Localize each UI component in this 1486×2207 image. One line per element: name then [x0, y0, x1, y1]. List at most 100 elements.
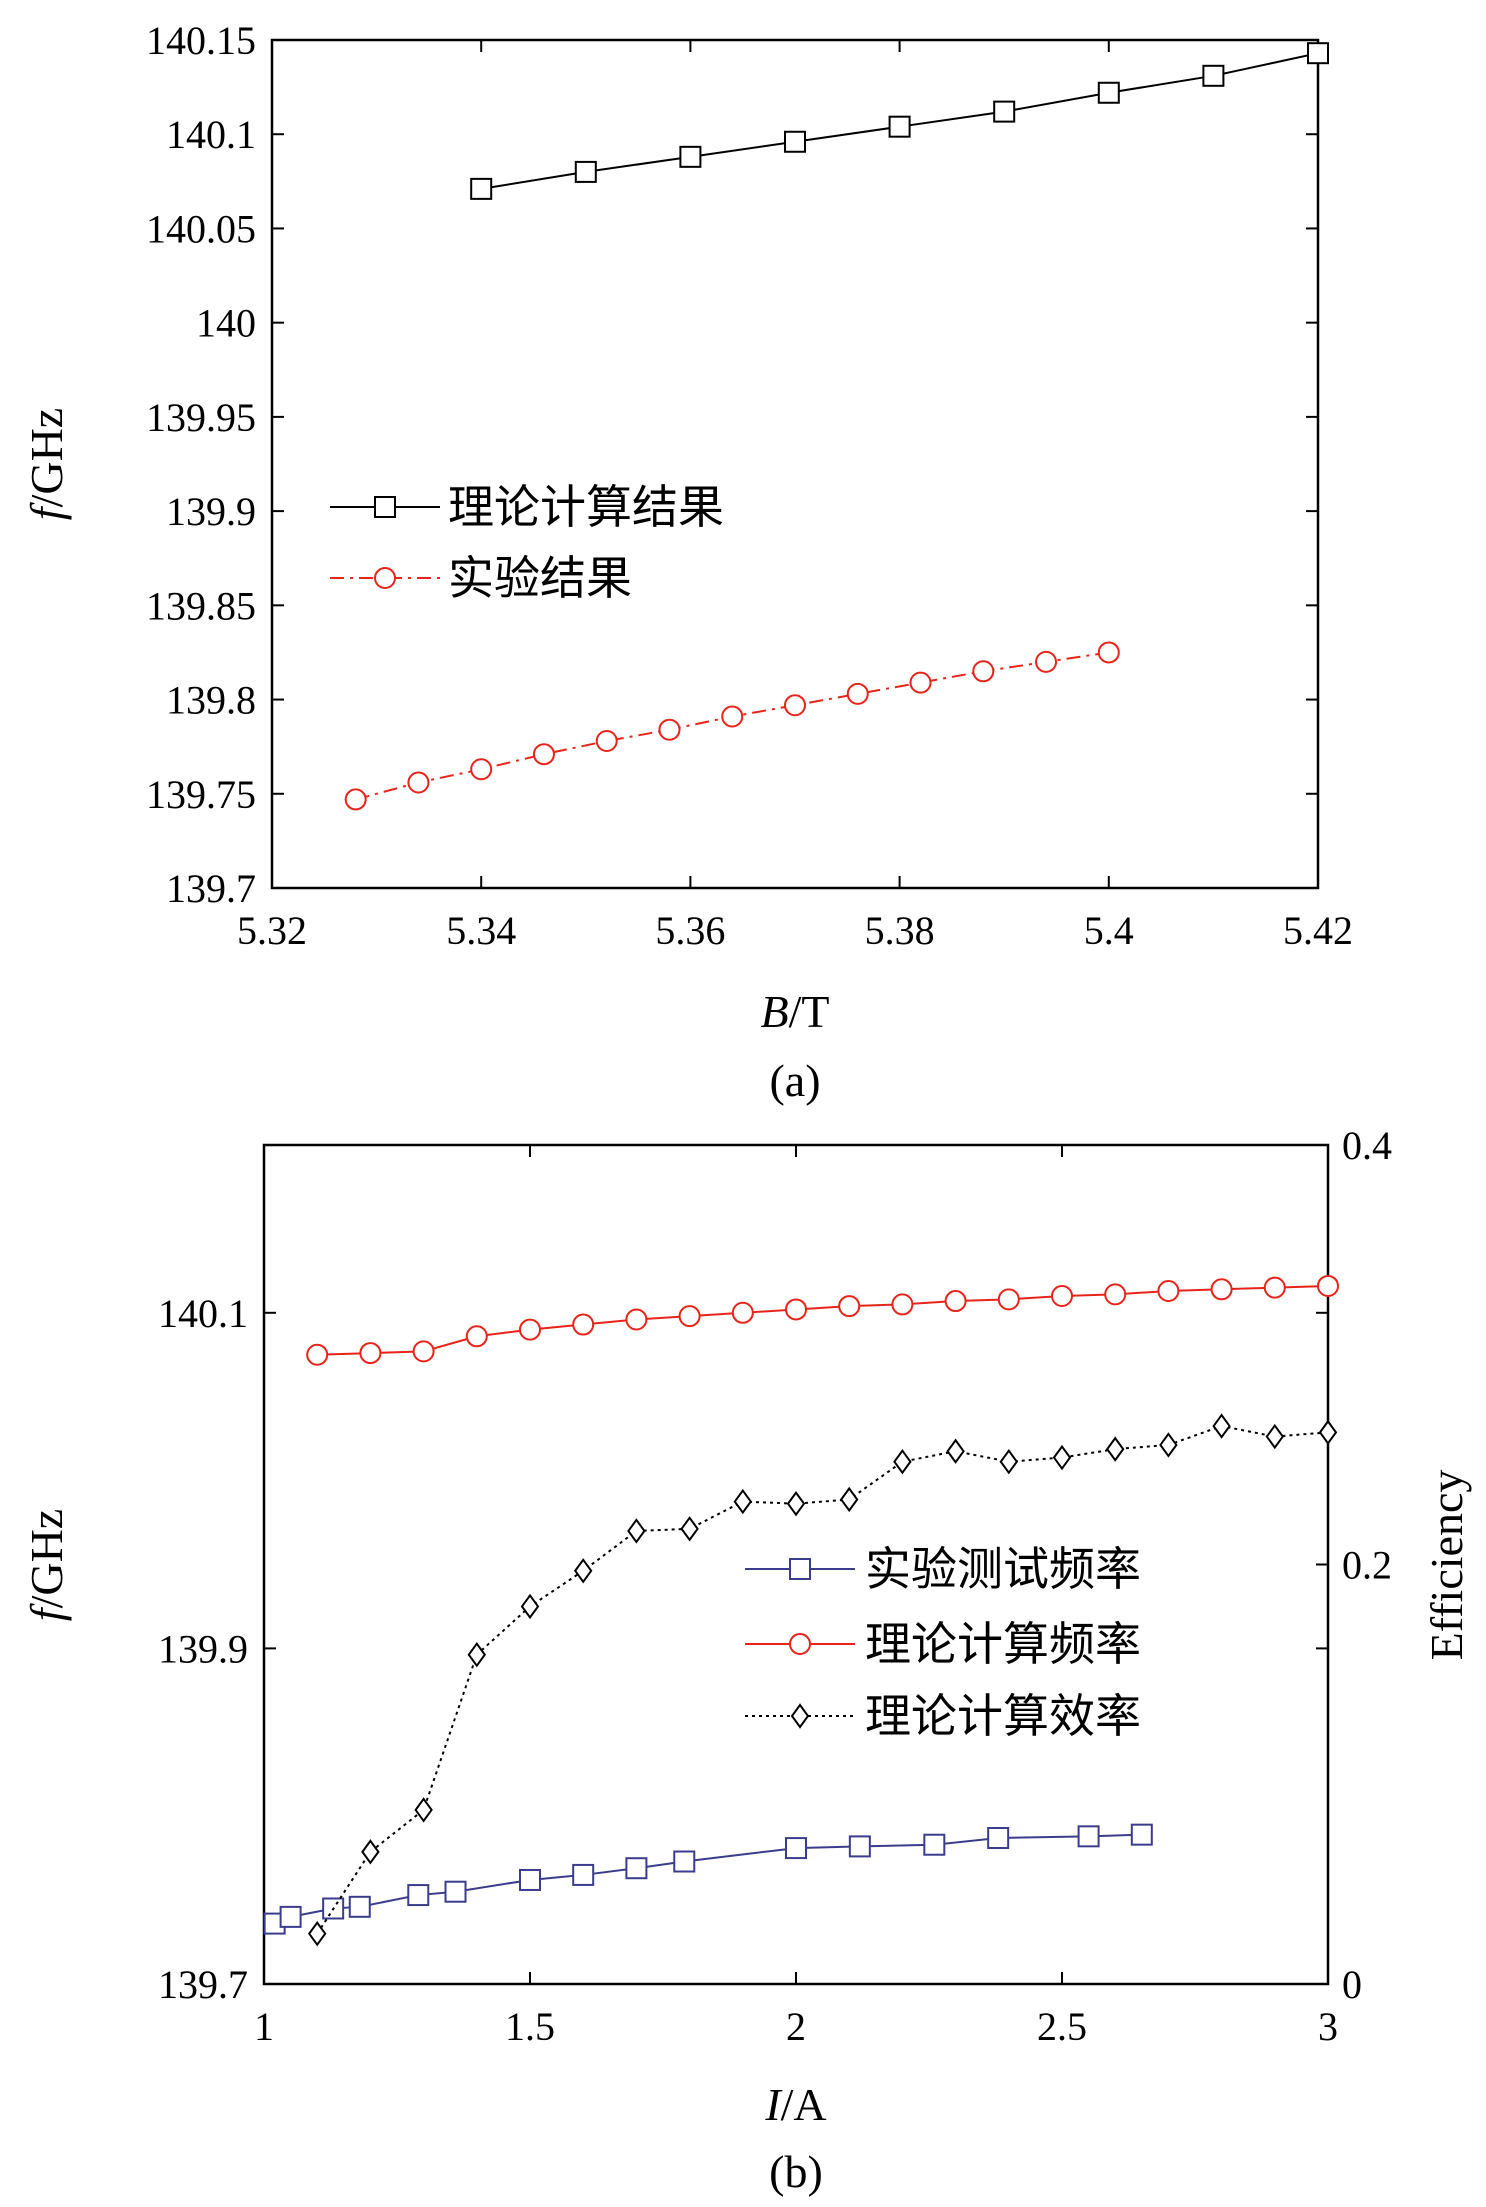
data-point-circle [1035, 650, 1058, 673]
data-point-diamond [1212, 1413, 1231, 1439]
y-tick-label: 139.95 [146, 395, 256, 440]
data-point-circle [359, 1342, 382, 1365]
data-point-square [888, 115, 911, 138]
data-point-diamond [361, 1839, 380, 1865]
y-tick-label: 139.9 [166, 489, 256, 534]
data-point-diamond [1052, 1444, 1072, 1471]
y-tick-label: 139.7 [166, 866, 256, 911]
data-point-diamond [680, 1516, 699, 1542]
panel-a-y-ticks: 139.7 139.75 139.8 139.85 139.9 139.95 140 140.… [146, 18, 1318, 911]
data-point-circle [838, 1295, 861, 1318]
data-point-square [574, 160, 597, 183]
data-point-diamond [573, 1558, 593, 1584]
data-point-diamond [786, 1490, 806, 1517]
x-tick-label: 1.5 [505, 2004, 555, 2049]
data-point-diamond [467, 1641, 487, 1668]
data-point-square [519, 1868, 541, 1891]
data-point-square [987, 1827, 1010, 1850]
y-tick-label: 139.9 [158, 1626, 248, 1671]
panel-b-caption: (b) [769, 2146, 823, 2197]
data-point-diamond [839, 1486, 859, 1513]
data-point-square [407, 1884, 430, 1907]
data-point-square [1307, 42, 1329, 65]
x-tick-label: 2 [786, 2004, 806, 2049]
data-point-square [679, 145, 702, 168]
x-tick-label: 3 [1318, 2004, 1338, 2049]
data-point-circle [972, 660, 995, 683]
data-point-circle [846, 682, 869, 705]
panel-a-legend: 理论计算结果 实验结果 [330, 480, 724, 605]
data-point-circle [658, 718, 681, 741]
legend-marker-circle [789, 1633, 811, 1655]
legend-marker-square [374, 496, 396, 518]
series-line-2 [316, 1425, 1329, 1935]
data-point-square [673, 1850, 696, 1873]
data-point-circle [1097, 641, 1120, 664]
data-point-square [1130, 1823, 1153, 1846]
data-point-square [1202, 64, 1225, 87]
data-point-circle [306, 1343, 329, 1366]
y2-tick-label: 0.2 [1342, 1543, 1392, 1588]
legend-marker-diamond [790, 1703, 810, 1729]
data-point-square [784, 130, 806, 153]
data-point-circle [625, 1308, 648, 1331]
data-point-circle [1104, 1283, 1127, 1306]
y-tick-label: 140.1 [158, 1291, 248, 1336]
data-point-circle [909, 671, 932, 694]
data-point-circle [519, 1318, 541, 1341]
data-point-circle [1157, 1279, 1180, 1302]
panel-b-y2-axis-label: Efficiency [1421, 1470, 1472, 1661]
data-point-square [348, 1895, 371, 1918]
data-point-circle [470, 758, 493, 781]
data-point-circle [784, 694, 806, 717]
panel-a-y-axis-label: f/GHz [21, 408, 72, 520]
data-point-circle [1051, 1285, 1073, 1308]
data-point-circle [407, 771, 430, 794]
data-point-diamond [520, 1593, 540, 1620]
data-point-circle [944, 1290, 967, 1313]
data-point-circle [1263, 1276, 1286, 1299]
data-point-diamond [946, 1438, 965, 1464]
series-line-0 [274, 1833, 1142, 1925]
data-point-square [572, 1863, 595, 1886]
data-point-diamond [1318, 1419, 1338, 1446]
data-point-diamond [999, 1449, 1019, 1475]
x-tick-label: 5.38 [865, 908, 935, 953]
panel-a-x-ticks: 5.32 5.34 5.36 5.38 5.4 5.42 [237, 40, 1353, 953]
y-tick-label: 140 [196, 301, 256, 346]
panel-a-caption: (a) [769, 1055, 820, 1106]
data-point-circle [891, 1293, 914, 1316]
data-point-circle [1210, 1278, 1233, 1301]
data-point-square [625, 1857, 648, 1880]
data-point-diamond [1105, 1436, 1125, 1462]
data-point-square [470, 177, 493, 200]
panel-b-x-axis-label: I/A [764, 2079, 826, 2130]
data-point-circle [997, 1288, 1020, 1311]
data-point-diamond [1159, 1432, 1178, 1458]
data-point-diamond [414, 1797, 433, 1823]
data-point-diamond [733, 1488, 753, 1515]
legend-label-measured-freq: 实验测试频率 [865, 1542, 1141, 1596]
panel-a: 139.7 139.75 139.8 139.85 139.9 139.95 140 140.… [21, 18, 1353, 1106]
data-point-square [923, 1833, 946, 1856]
data-point-circle [412, 1340, 435, 1363]
panel-b-right-y-ticks: 0 0.2 0.4 [1316, 1123, 1392, 2007]
y-tick-label: 139.8 [166, 678, 256, 723]
data-point-circle [595, 730, 618, 753]
y-tick-label: 139.7 [158, 1962, 248, 2007]
legend-label-theory-freq: 理论计算频率 [865, 1617, 1141, 1671]
legend-label-theory-eff: 理论计算效率 [865, 1689, 1141, 1743]
y2-tick-label: 0 [1342, 1962, 1362, 2007]
x-tick-label: 1 [254, 2004, 274, 2049]
legend-marker-square [789, 1558, 811, 1580]
panel-a-x-axis-label: B/T [761, 986, 830, 1037]
x-tick-label: 5.4 [1084, 908, 1134, 953]
panel-b-left-y-ticks: 139.7 139.9 140.1 [158, 1291, 1328, 2007]
y-tick-label: 140.15 [146, 18, 256, 63]
data-point-circle [572, 1313, 595, 1336]
data-point-diamond [1265, 1423, 1285, 1450]
data-point-circle [678, 1305, 701, 1328]
data-point-circle [721, 705, 744, 728]
legend-label-theory: 理论计算结果 [448, 480, 724, 534]
